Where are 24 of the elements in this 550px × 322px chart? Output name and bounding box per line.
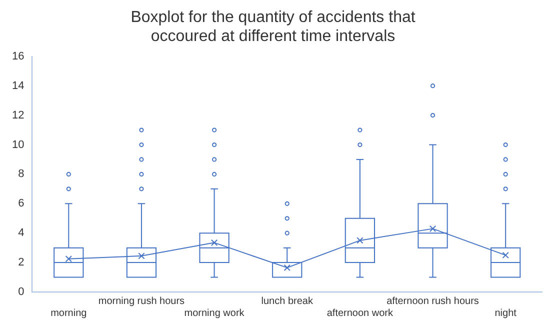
x-tick-label: night (494, 308, 517, 319)
x-tick-label: morning work (184, 308, 246, 319)
y-tick-label: 8 (18, 168, 24, 180)
y-tick-label: 4 (18, 227, 24, 240)
point (502, 252, 509, 259)
x-tick-label: morning rush hours (98, 296, 185, 307)
y-tick-label: 2 (18, 256, 24, 269)
y-tick-label: 12 (12, 109, 24, 122)
y-tick-label: 16 (12, 50, 24, 62)
x-tick-label: lunch break (261, 296, 314, 307)
x-tick-label: afternoon work (326, 308, 394, 319)
point (138, 252, 145, 260)
point (429, 225, 436, 232)
chart-title: Boxplot for the quantity of accidents that occoured at different time intervals (130, 9, 416, 46)
y-tick-label: 0 (18, 286, 24, 298)
point (210, 239, 218, 246)
point (356, 237, 364, 244)
y-tick-label: 10 (12, 138, 24, 151)
point (284, 264, 290, 272)
x-tick-label: afternoon rush hours (386, 296, 479, 307)
y-tick-label: 14 (12, 80, 24, 92)
x-tick-label: morning (50, 308, 87, 319)
point (65, 256, 72, 262)
y-tick-label: 6 (18, 198, 24, 210)
